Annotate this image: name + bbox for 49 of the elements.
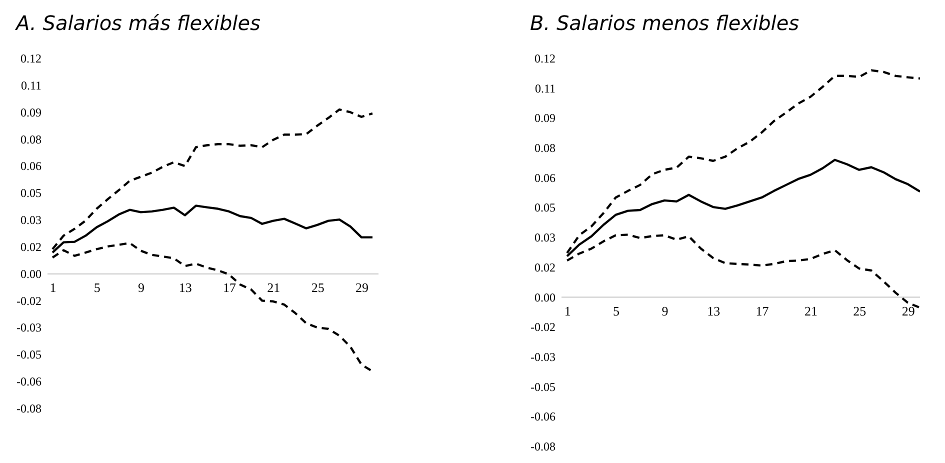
y-tick-label: -0.02 xyxy=(16,294,42,308)
x-tick-label: 25 xyxy=(311,280,324,295)
y-tick-label: 0.03 xyxy=(534,230,556,245)
y-tick-label: -0.02 xyxy=(530,320,556,334)
x-tick-label: 29 xyxy=(902,303,915,318)
y-tick-label: 0.12 xyxy=(20,52,42,66)
y-tick-label: 0.08 xyxy=(534,141,556,156)
y-tick-label: -0.05 xyxy=(530,380,556,394)
line-series xyxy=(51,242,374,372)
y-tick-label: 0.02 xyxy=(534,260,556,274)
x-tick-label: 17 xyxy=(223,280,237,295)
y-tick-label: -0.08 xyxy=(530,440,556,454)
y-tick-label: 0.09 xyxy=(20,105,42,120)
y-tick-label: 0.06 xyxy=(20,159,42,174)
line-series xyxy=(566,69,920,254)
y-tick-label: 0.08 xyxy=(20,132,42,146)
y-tick-label: 0.05 xyxy=(534,200,556,215)
y-tick-label: 0.00 xyxy=(20,266,42,281)
x-tick-label: 21 xyxy=(267,280,280,295)
x-tick-label: 25 xyxy=(853,303,866,318)
chart-title: B. Salarios menos flexibles xyxy=(530,11,800,35)
y-tick-label: -0.06 xyxy=(16,374,42,389)
x-tick-label: 1 xyxy=(564,303,571,318)
x-tick-label: 5 xyxy=(94,280,100,295)
y-tick-label: -0.03 xyxy=(530,350,556,364)
x-tick-label: 13 xyxy=(707,303,720,318)
x-tick-label: 29 xyxy=(355,280,368,295)
y-tick-label: 0.00 xyxy=(534,290,556,304)
x-tick-label: 13 xyxy=(178,280,192,295)
y-tick-label: 0.03 xyxy=(20,213,42,228)
x-tick-label: 5 xyxy=(613,303,620,318)
x-tick-label: 17 xyxy=(756,303,770,318)
y-tick-label: -0.05 xyxy=(16,348,42,362)
y-tick-label: -0.03 xyxy=(16,320,42,335)
y-tick-label: 0.05 xyxy=(20,186,42,200)
chart-title: A. Salarios más flexibles xyxy=(14,11,260,35)
y-tick-label: 0.09 xyxy=(534,111,556,126)
y-tick-label: -0.08 xyxy=(16,402,42,416)
y-tick-label: 0.12 xyxy=(534,52,556,66)
x-tick-label: 9 xyxy=(662,303,668,318)
line-series xyxy=(51,108,374,250)
y-tick-label: 0.11 xyxy=(20,78,42,92)
y-tick-label: 0.06 xyxy=(534,170,556,185)
x-tick-label: 1 xyxy=(50,280,56,295)
y-tick-label: 0.11 xyxy=(534,81,556,96)
y-tick-label: -0.06 xyxy=(530,410,556,424)
x-tick-label: 21 xyxy=(804,303,818,318)
x-tick-label: 9 xyxy=(138,280,145,295)
y-tick-label: 0.02 xyxy=(20,240,42,254)
